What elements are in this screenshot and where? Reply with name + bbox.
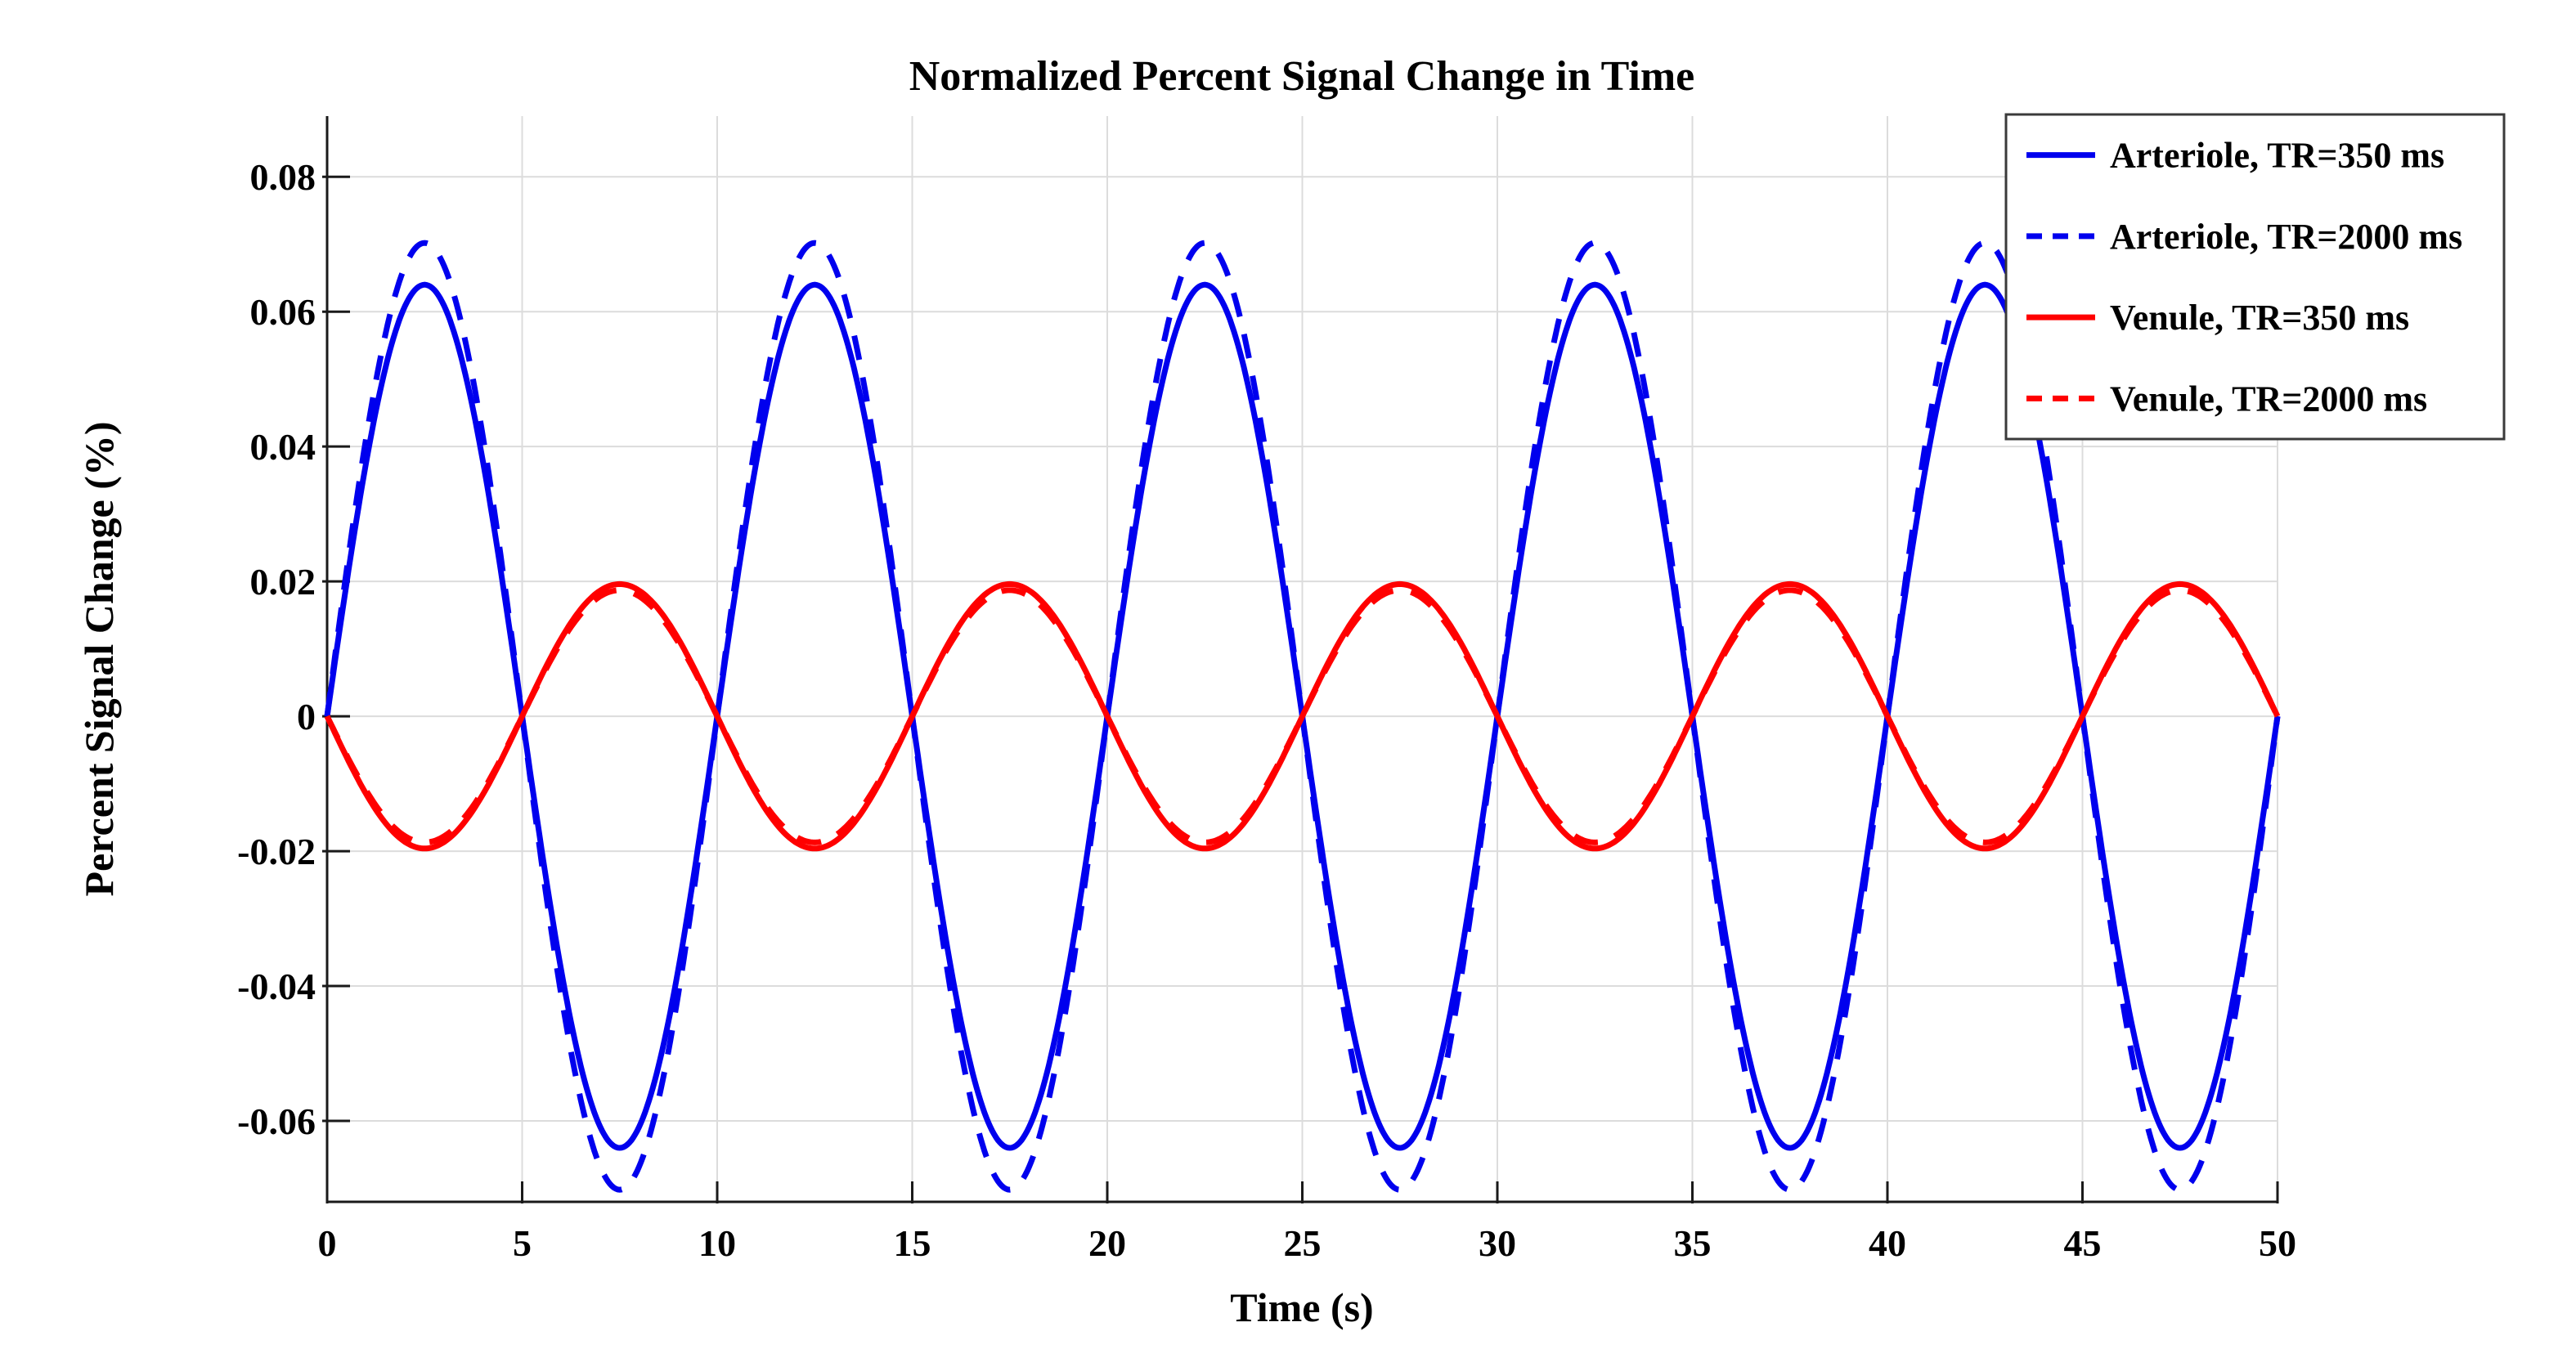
x-tick-label: 0: [318, 1222, 337, 1264]
legend-entry: Venule, TR=350 ms: [2026, 298, 2409, 338]
y-axis-label: Percent Signal Change (%): [76, 422, 122, 897]
x-tick-label: 30: [1479, 1222, 1516, 1264]
legend-entry: Arteriole, TR=2000 ms: [2026, 217, 2462, 257]
x-tick-label: 35: [1674, 1222, 1712, 1264]
x-tick-label: 10: [698, 1222, 736, 1264]
x-tick-label: 20: [1088, 1222, 1126, 1264]
tick-labels: 0 5 10 15 20 25 30 35 40 45 50 -0.06 -0.04 -0.02 0 0.02…: [237, 156, 2296, 1264]
series-line-venule-tr-2000-ms: [324, 587, 2281, 845]
tick-marks: [322, 175, 2279, 1203]
legend-entry-label: Arteriole, TR=350 ms: [2110, 136, 2444, 176]
series-line-venule-tr-350-ms: [324, 580, 2281, 852]
legend: Arteriole, TR=350 ms Arteriole, TR=2000 m…: [2004, 113, 2506, 441]
x-tick-label: 50: [2259, 1222, 2296, 1264]
y-tick-label: -0.06: [237, 1100, 316, 1142]
legend-entry: Arteriole, TR=350 ms: [2026, 136, 2444, 176]
chart-title: Normalized Percent Signal Change in Time: [909, 53, 1695, 100]
gridlines: [327, 116, 2278, 1202]
y-tick-label: 0: [297, 696, 316, 737]
legend-entry-label: Venule, TR=2000 ms: [2110, 379, 2427, 419]
legend-entry-label: Arteriole, TR=2000 ms: [2110, 217, 2462, 257]
x-tick-label: 5: [513, 1222, 532, 1264]
y-tick-label: 0.06: [250, 291, 316, 333]
legend-entry-label: Venule, TR=350 ms: [2110, 298, 2409, 338]
legend-box: [2004, 113, 2506, 441]
legend-entries: Arteriole, TR=350 ms Arteriole, TR=2000 m…: [2026, 136, 2462, 419]
x-tick-label: 45: [2064, 1222, 2102, 1264]
x-tick-label: 40: [1869, 1222, 1906, 1264]
x-axis-label: Time (s): [1230, 1284, 1373, 1330]
legend-entry: Venule, TR=2000 ms: [2026, 379, 2427, 419]
y-tick-label: 0.02: [250, 561, 316, 603]
data-series: [324, 240, 2281, 1193]
x-tick-label: 25: [1284, 1222, 1322, 1264]
y-tick-label: 0.08: [250, 156, 316, 198]
y-tick-label: -0.02: [237, 831, 316, 872]
y-tick-label: 0.04: [250, 426, 316, 468]
y-tick-label: -0.04: [237, 966, 316, 1007]
x-tick-label: 15: [894, 1222, 931, 1264]
